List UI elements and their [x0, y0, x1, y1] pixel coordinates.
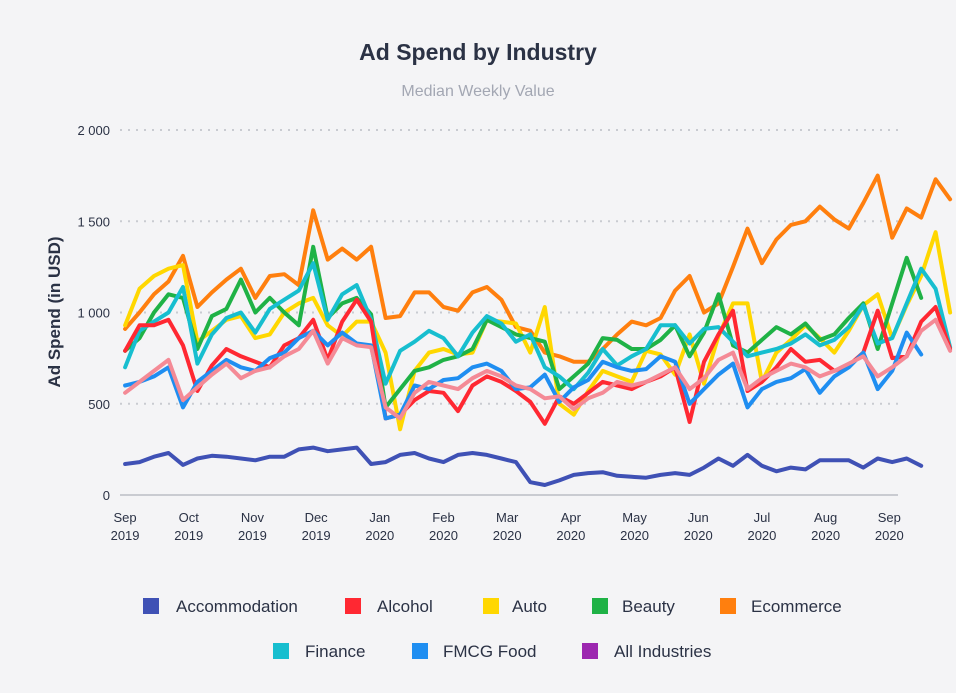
legend-item-auto[interactable]: Auto [483, 597, 547, 616]
x-tick-year: 2020 [811, 528, 840, 543]
series-lines [123, 173, 953, 487]
x-tick-year: 2019 [111, 528, 140, 543]
legend-swatch [483, 598, 499, 614]
x-tick-month: Mar [496, 510, 519, 525]
legend-item-ecommerce[interactable]: Ecommerce [720, 597, 842, 616]
x-tick-year: 2020 [429, 528, 458, 543]
legend-swatch [345, 598, 361, 614]
legend-swatch [273, 643, 289, 659]
x-tick-year: 2020 [493, 528, 522, 543]
y-tick-label: 500 [88, 397, 110, 412]
legend-item-finance[interactable]: Finance [273, 642, 365, 661]
y-tick-label: 1 500 [77, 214, 110, 229]
x-tick-label: Aug 2020 [811, 510, 840, 543]
y-axis-label: Ad Spend (in USD) [45, 236, 64, 387]
x-tick-month: Nov [241, 510, 265, 525]
legend-label: Finance [305, 642, 365, 661]
x-tick-month: Jun [688, 510, 709, 525]
x-tick-year: 2019 [302, 528, 331, 543]
x-tick-year: 2020 [620, 528, 649, 543]
series-line-auto [123, 230, 953, 432]
y-tick-label: 1 000 [77, 306, 110, 321]
x-tick-year: 2019 [174, 528, 203, 543]
x-tick-month: Apr [561, 510, 582, 525]
x-tick-month: Dec [305, 510, 329, 525]
legend: Accommodation Alcohol Auto Beauty Ecommerce F… [143, 597, 842, 661]
legend-swatch [582, 643, 598, 659]
grid-lines [120, 129, 898, 496]
x-tick-label: Sep 2019 [111, 510, 140, 543]
legend-label: Auto [512, 597, 547, 616]
legend-item-all-industries[interactable]: All Industries [582, 642, 711, 661]
legend-item-beauty[interactable]: Beauty [592, 597, 675, 616]
x-tick-label: Jan 2020 [365, 510, 394, 543]
x-tick-label: May 2020 [620, 510, 649, 543]
x-tick-label: Nov 2019 [238, 510, 267, 543]
x-tick-month: Aug [814, 510, 837, 525]
x-tick-year: 2020 [365, 528, 394, 543]
x-tick-labels: Sep 2019 Oct 2019 Nov 2019 Dec 2019 Jan 2020 Feb 20… [111, 510, 904, 543]
x-tick-month: Jul [754, 510, 771, 525]
series-line-alcohol [123, 297, 953, 426]
x-tick-label: Dec 2019 [302, 510, 331, 543]
x-tick-month: Oct [179, 510, 200, 525]
legend-label: FMCG Food [443, 642, 537, 661]
legend-label: Beauty [622, 597, 675, 616]
x-tick-label: Jun 2020 [684, 510, 713, 543]
legend-item-fmcg-food[interactable]: FMCG Food [412, 642, 537, 661]
x-tick-label: Mar 2020 [493, 510, 522, 543]
x-tick-month: May [622, 510, 647, 525]
x-tick-month: Jan [369, 510, 390, 525]
legend-label: Alcohol [377, 597, 433, 616]
legend-swatch [592, 598, 608, 614]
chart-subtitle: Median Weekly Value [401, 83, 554, 100]
legend-swatch [720, 598, 736, 614]
x-tick-label: Jul 2020 [747, 510, 776, 543]
series-line-accommodation [123, 445, 924, 487]
series-line-all-industries-pink [123, 317, 953, 421]
y-tick-label: 0 [103, 488, 110, 503]
legend-label: Ecommerce [751, 597, 842, 616]
legend-item-alcohol[interactable]: Alcohol [345, 597, 433, 616]
x-tick-month: Sep [878, 510, 901, 525]
legend-swatch [412, 643, 428, 659]
x-tick-month: Feb [432, 510, 454, 525]
x-tick-label: Sep 2020 [875, 510, 904, 543]
x-tick-label: Oct 2019 [174, 510, 203, 543]
x-tick-year: 2019 [238, 528, 267, 543]
x-tick-year: 2020 [556, 528, 585, 543]
series-line-finance [123, 261, 953, 392]
legend-label: Accommodation [176, 597, 298, 616]
x-tick-month: Sep [113, 510, 136, 525]
y-tick-label: 2 000 [77, 123, 110, 138]
legend-swatch [143, 598, 159, 614]
legend-item-accommodation[interactable]: Accommodation [143, 597, 298, 616]
legend-label: All Industries [614, 642, 711, 661]
x-tick-label: Apr 2020 [556, 510, 585, 543]
y-tick-labels: 0 500 1 000 1 500 2 000 [77, 123, 110, 503]
chart-title: Ad Spend by Industry [359, 39, 597, 65]
x-tick-year: 2020 [747, 528, 776, 543]
x-tick-label: Feb 2020 [429, 510, 458, 543]
x-tick-year: 2020 [684, 528, 713, 543]
x-tick-year: 2020 [875, 528, 904, 543]
